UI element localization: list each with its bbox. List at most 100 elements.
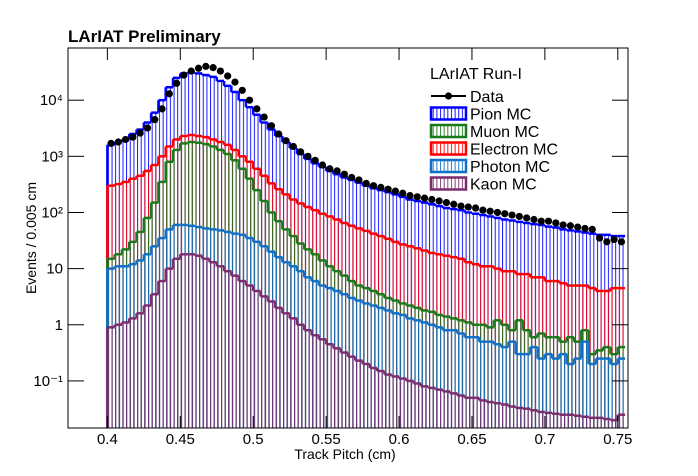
x-tick-label: 0.55 xyxy=(312,431,341,448)
hist-bin xyxy=(442,391,451,428)
hist-bin xyxy=(231,275,239,428)
hist-bin xyxy=(114,324,122,428)
data-point xyxy=(340,170,348,178)
data-point xyxy=(450,200,458,208)
hist-bin xyxy=(523,408,531,428)
hist-bin xyxy=(552,358,560,428)
hist-bin xyxy=(362,364,370,428)
hist-bin xyxy=(318,339,327,428)
hist-bin xyxy=(289,318,297,428)
data-point xyxy=(544,217,553,225)
data-point xyxy=(107,139,115,147)
data-point xyxy=(289,142,297,151)
hist-bin xyxy=(209,262,217,428)
hist-bin xyxy=(523,354,531,428)
data-point xyxy=(493,208,502,217)
hist-bin xyxy=(435,389,443,428)
hist-bin xyxy=(581,416,589,428)
hist-bin xyxy=(296,324,305,428)
data-point xyxy=(566,222,574,230)
legend-label: Photon MC xyxy=(470,159,550,176)
legend-title: LArIAT Run-I xyxy=(430,66,522,83)
hist-bin xyxy=(450,393,458,428)
hist-bin xyxy=(180,254,188,428)
data-point xyxy=(297,148,305,156)
data-points xyxy=(107,62,626,246)
y-tick-label: 10² xyxy=(41,204,63,221)
hist-bin xyxy=(501,404,509,428)
data-point xyxy=(523,214,531,222)
hist-bin xyxy=(617,414,626,428)
data-point xyxy=(559,221,567,229)
hist-bin xyxy=(384,374,392,428)
hist-bin xyxy=(311,335,319,428)
legend-label: Muon MC xyxy=(470,124,539,141)
data-point xyxy=(216,67,224,75)
data-point xyxy=(129,133,137,141)
hist-bin xyxy=(253,290,261,428)
data-point xyxy=(472,204,480,212)
x-tick-label: 0.4 xyxy=(97,431,118,448)
legend-swatch xyxy=(429,106,468,121)
hist-bin xyxy=(537,411,545,428)
data-point xyxy=(253,105,261,113)
hist-bin xyxy=(420,386,429,428)
hist-bin xyxy=(107,327,115,428)
hist-bin xyxy=(216,266,225,428)
hist-bin xyxy=(479,341,487,428)
hist-bin xyxy=(515,407,523,428)
data-point xyxy=(260,113,268,121)
data-point xyxy=(173,79,181,87)
data-point xyxy=(574,223,582,231)
x-tick-label: 0.6 xyxy=(389,431,410,448)
y-tick-label: 10 xyxy=(46,261,63,278)
hist-bin xyxy=(544,354,553,428)
y-tick-label: 10³ xyxy=(41,148,63,165)
hist-bin xyxy=(501,347,509,428)
hist-bin xyxy=(435,327,443,428)
hist-bin xyxy=(617,358,626,428)
legend-label: Data xyxy=(470,89,504,106)
data-point xyxy=(348,173,356,182)
hist-bin xyxy=(457,333,465,428)
data-point xyxy=(231,78,239,86)
hist-bin xyxy=(588,364,596,428)
hist-bin xyxy=(552,413,560,428)
hist-bin xyxy=(530,347,538,428)
data-point xyxy=(391,187,399,195)
hist-bin xyxy=(574,358,582,428)
data-point xyxy=(326,165,334,173)
hist-bin xyxy=(559,354,567,428)
hist-bin xyxy=(544,412,553,428)
hist-bin xyxy=(595,417,604,428)
data-point xyxy=(537,217,545,225)
hist-bin xyxy=(603,358,611,428)
hist-bin xyxy=(508,341,516,428)
legend-swatch xyxy=(429,158,468,174)
data-point xyxy=(515,212,523,221)
hist-bin xyxy=(355,360,363,428)
frame xyxy=(67,47,629,429)
data-point xyxy=(603,238,611,246)
data-point xyxy=(581,224,589,233)
data-point xyxy=(362,179,370,187)
hist-bin xyxy=(129,318,137,428)
data-point xyxy=(399,189,407,197)
hist-bin xyxy=(384,310,392,428)
data-point xyxy=(202,62,210,70)
hist-bin xyxy=(158,281,166,428)
plot-area xyxy=(106,62,626,429)
data-point xyxy=(530,215,538,224)
hist-bin xyxy=(442,330,451,428)
hist-bin xyxy=(508,406,516,428)
data-point xyxy=(151,116,159,124)
data-point xyxy=(406,191,414,200)
y-tick-label: 10⁴ xyxy=(40,92,63,109)
hist-bin xyxy=(340,352,348,428)
hist-bin xyxy=(603,418,611,428)
hist-bin xyxy=(610,420,618,428)
hist-bin xyxy=(121,322,130,428)
data-point xyxy=(158,105,166,113)
data-point xyxy=(435,197,443,205)
